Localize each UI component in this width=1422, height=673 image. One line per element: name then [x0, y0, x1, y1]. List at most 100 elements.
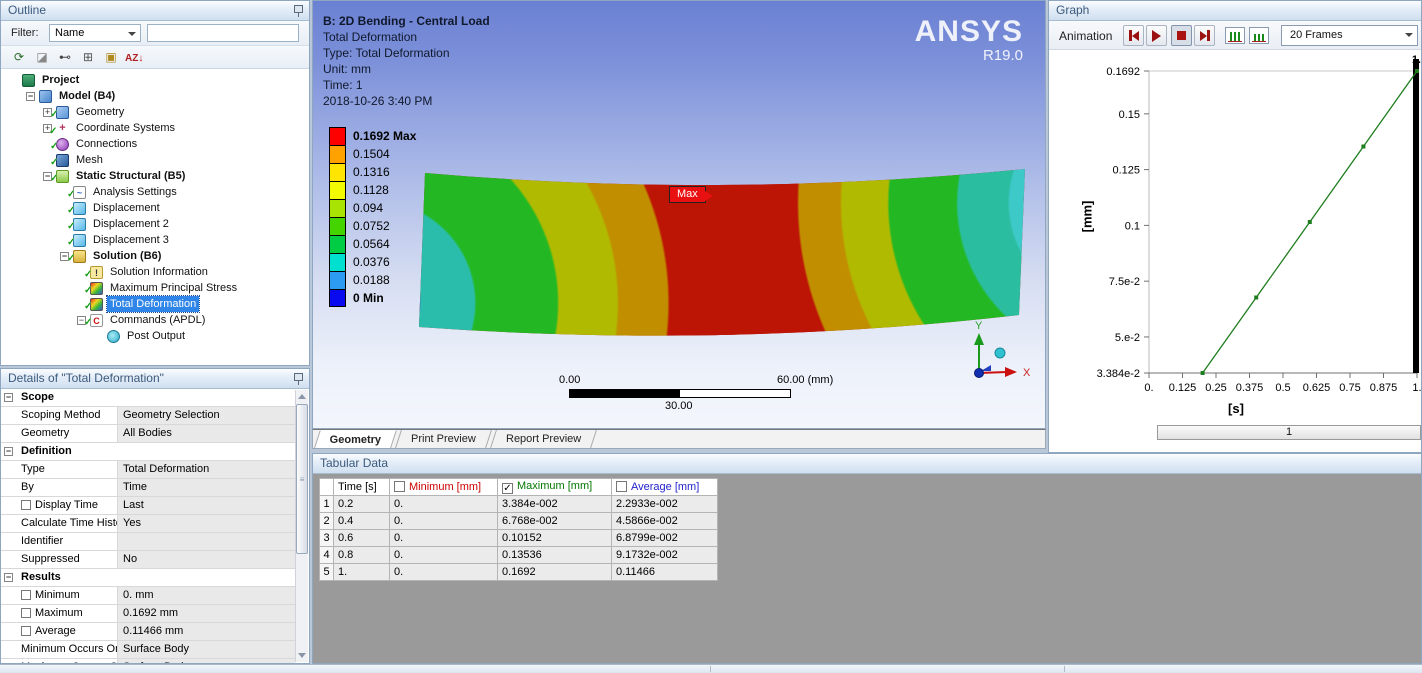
tree-item-model-b4-[interactable]: − Model (B4): [1, 88, 309, 104]
details-row-minimum-occurs-on[interactable]: Minimum Occurs On Surface Body: [1, 641, 295, 659]
table-row[interactable]: 1 0.2 0. 3.384e-002 2.2933e-002: [319, 495, 718, 513]
time-slider[interactable]: 1: [1157, 425, 1421, 440]
details-row-suppressed[interactable]: Suppressed No: [1, 551, 295, 569]
table-cell[interactable]: 0.: [389, 546, 498, 564]
checkbox-unchecked[interactable]: [21, 590, 31, 600]
checkbox-unchecked[interactable]: [616, 481, 627, 492]
details-section-scope[interactable]: − Scope: [1, 389, 295, 407]
scroll-up-icon[interactable]: [298, 394, 306, 399]
tree-item-solution-information[interactable]: ! ✓ Solution Information: [1, 264, 309, 280]
details-row-calculate-time-history[interactable]: Calculate Time HistoryYes: [1, 515, 295, 533]
skip-to-start-button[interactable]: [1123, 25, 1144, 46]
collapse-icon[interactable]: −: [77, 314, 86, 325]
checkbox-checked[interactable]: ✓: [502, 483, 513, 494]
details-row-display-time[interactable]: Display Time Last: [1, 497, 295, 515]
details-row-value[interactable]: [118, 533, 295, 550]
collapse-icon[interactable]: −: [4, 572, 13, 582]
table-cell[interactable]: 0.: [389, 512, 498, 530]
table-cell[interactable]: 0.: [389, 563, 498, 581]
tabular-data-table[interactable]: Time [s] Minimum [mm] ✓ Maximum [mm] Average…: [319, 478, 718, 581]
details-row-value[interactable]: Total Deformation: [118, 461, 295, 478]
details-row-value[interactable]: Geometry Selection: [118, 407, 295, 424]
skip-to-end-button[interactable]: [1194, 25, 1215, 46]
table-cell[interactable]: 0.8: [333, 546, 390, 564]
tab-print-preview[interactable]: Print Preview: [395, 430, 493, 448]
probe-icon[interactable]: ⊷: [59, 50, 71, 64]
details-row-identifier[interactable]: Identifier: [1, 533, 295, 551]
column-header-time-s-[interactable]: Time [s]: [333, 478, 390, 496]
tab-geometry[interactable]: Geometry: [314, 430, 398, 448]
tree-item-maximum-principal-stress[interactable]: ✓ Maximum Principal Stress: [1, 280, 309, 296]
tree-item-coordinate-systems[interactable]: + + ✓ Coordinate Systems: [1, 120, 309, 137]
table-cell[interactable]: 0.2: [333, 495, 390, 513]
checkbox-unchecked[interactable]: [21, 500, 31, 510]
deformed-beam-model[interactable]: [413, 163, 1037, 353]
scrollbar-thumb[interactable]: ≡: [296, 404, 308, 554]
tab-report-preview[interactable]: Report Preview: [490, 430, 598, 448]
stop-button[interactable]: [1171, 25, 1192, 46]
details-row-value[interactable]: All Bodies: [118, 425, 295, 442]
table-cell[interactable]: 0.11466: [611, 563, 718, 581]
folder-icon[interactable]: ▣: [105, 50, 117, 64]
details-row-maximum[interactable]: Maximum 0.1692 mm: [1, 605, 295, 623]
tree-item-displacement-3[interactable]: ✓ Displacement 3: [1, 232, 309, 248]
details-row-value[interactable]: Yes: [118, 515, 295, 532]
details-row-geometry[interactable]: Geometry All Bodies: [1, 425, 295, 443]
table-cell[interactable]: 3.384e-002: [497, 495, 612, 513]
details-row-value[interactable]: 0. mm: [118, 587, 295, 604]
tree-item-static-structural-b5-[interactable]: − ✓ Static Structural (B5): [1, 168, 309, 184]
result-sets-button[interactable]: [1249, 27, 1269, 44]
row-number-cell[interactable]: 1: [319, 495, 334, 513]
table-cell[interactable]: 0.13536: [497, 546, 612, 564]
eraser-icon[interactable]: ◪: [36, 50, 48, 64]
expand-all-icon[interactable]: ⊞: [82, 50, 94, 64]
checkbox-unchecked[interactable]: [21, 626, 31, 636]
geometry-viewport[interactable]: B: 2D Bending - Central Load Total Deform…: [312, 0, 1046, 429]
table-cell[interactable]: 0.6: [333, 529, 390, 547]
tree-item-total-deformation[interactable]: ✓ Total Deformation: [1, 295, 309, 313]
table-cell[interactable]: 6.768e-002: [497, 512, 612, 530]
column-header-minimum-mm-[interactable]: Minimum [mm]: [389, 478, 498, 496]
details-row-value[interactable]: 0.11466 mm: [118, 623, 295, 640]
table-cell[interactable]: 1.: [333, 563, 390, 581]
collapse-icon[interactable]: −: [26, 90, 35, 101]
details-row-value[interactable]: Time: [118, 479, 295, 496]
table-row[interactable]: 4 0.8 0. 0.13536 9.1732e-002: [319, 546, 718, 564]
filter-text-input[interactable]: [147, 24, 299, 42]
expand-icon[interactable]: +: [43, 106, 52, 117]
collapse-icon[interactable]: −: [4, 392, 13, 402]
tree-item-project[interactable]: Project: [1, 72, 309, 88]
checkbox-unchecked[interactable]: [21, 608, 31, 618]
details-row-value[interactable]: Surface Body: [118, 659, 295, 663]
table-row[interactable]: 5 1. 0. 0.1692 0.11466: [319, 563, 718, 581]
tree-item-displacement[interactable]: ✓ Displacement: [1, 200, 309, 216]
details-section-results[interactable]: − Results: [1, 569, 295, 587]
details-scrollbar[interactable]: ≡: [295, 390, 308, 662]
row-number-cell[interactable]: 2: [319, 512, 334, 530]
tree-item-post-output[interactable]: Post Output: [1, 328, 309, 344]
details-row-type[interactable]: Type Total Deformation: [1, 461, 295, 479]
orientation-triad[interactable]: Y X: [941, 301, 1046, 385]
row-number-cell[interactable]: 5: [319, 563, 334, 581]
table-cell[interactable]: 0.10152: [497, 529, 612, 547]
pin-icon[interactable]: [294, 373, 303, 385]
tree-item-geometry[interactable]: + ✓ Geometry: [1, 104, 309, 120]
table-row[interactable]: 2 0.4 0. 6.768e-002 4.5866e-002: [319, 512, 718, 530]
details-row-scoping-method[interactable]: Scoping Method Geometry Selection: [1, 407, 295, 425]
expand-icon[interactable]: +: [43, 122, 52, 133]
table-cell[interactable]: 4.5866e-002: [611, 512, 718, 530]
row-number-cell[interactable]: 4: [319, 546, 334, 564]
column-header-maximum-mm-[interactable]: ✓ Maximum [mm]: [497, 478, 612, 496]
play-button[interactable]: [1146, 25, 1167, 46]
collapse-icon[interactable]: −: [4, 446, 13, 456]
max-annotation-tag[interactable]: Max: [669, 186, 713, 203]
scroll-down-icon[interactable]: [298, 653, 306, 658]
table-cell[interactable]: 0.4: [333, 512, 390, 530]
table-cell[interactable]: 9.1732e-002: [611, 546, 718, 564]
details-row-value[interactable]: Last: [118, 497, 295, 514]
sort-az-icon[interactable]: AZ↓: [125, 53, 144, 64]
frames-dropdown[interactable]: 20 Frames: [1281, 25, 1418, 46]
time-history-chart[interactable]: 0.1692 0.15 0.125 0.1 7.5e-2 5.e-2 3.384e-2 0. 0…: [1049, 51, 1422, 403]
tree-item-mesh[interactable]: ✓ Mesh: [1, 152, 309, 168]
